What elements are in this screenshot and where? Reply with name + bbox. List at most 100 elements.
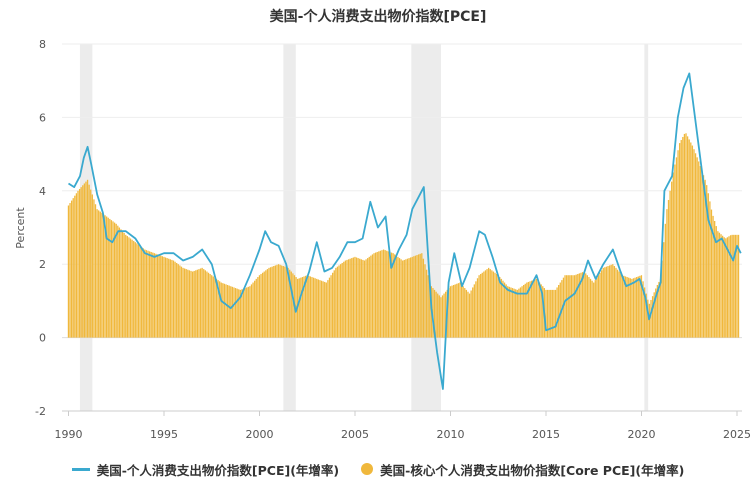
core-pce-bar bbox=[440, 297, 442, 338]
core-pce-bar bbox=[677, 150, 679, 338]
core-pce-bar bbox=[374, 252, 377, 338]
core-pce-bar bbox=[129, 238, 132, 338]
legend-line-swatch bbox=[71, 467, 90, 471]
core-pce-bar bbox=[597, 275, 600, 338]
core-pce-bar bbox=[193, 270, 195, 338]
core-pce-bar bbox=[585, 273, 587, 338]
core-pce-bar bbox=[355, 257, 358, 338]
core-pce-bar bbox=[379, 250, 382, 338]
core-pce-bar bbox=[712, 215, 714, 338]
core-pce-bar bbox=[215, 278, 218, 338]
core-pce-bar bbox=[495, 273, 498, 338]
y-tick-label: 2 bbox=[39, 258, 46, 271]
core-pce-bar bbox=[620, 273, 622, 338]
core-pce-bar bbox=[682, 136, 684, 338]
pce-line-series bbox=[68, 72, 742, 390]
core-pce-bar bbox=[608, 265, 611, 338]
core-pce-bar bbox=[499, 277, 501, 338]
core-pce-bar bbox=[395, 255, 397, 338]
core-pce-bar bbox=[199, 268, 202, 338]
core-pce-bar bbox=[234, 288, 237, 338]
core-pce-bar bbox=[104, 215, 106, 338]
core-pce-bar bbox=[233, 287, 235, 338]
core-pce-bar bbox=[674, 164, 676, 338]
core-pce-bar bbox=[110, 220, 113, 338]
core-pce-bar bbox=[607, 266, 609, 338]
core-pce-bar bbox=[168, 258, 170, 338]
core-pce-bar bbox=[572, 275, 574, 338]
core-pce-bar bbox=[311, 277, 313, 338]
core-pce-bar bbox=[581, 272, 584, 338]
core-pce-bar bbox=[675, 157, 678, 338]
core-pce-bar bbox=[460, 284, 463, 338]
core-pce-bar bbox=[438, 295, 440, 338]
core-pce-bar bbox=[577, 273, 579, 338]
core-pce-bar bbox=[691, 145, 694, 338]
core-pce-bar bbox=[480, 273, 482, 338]
core-pce-bar bbox=[733, 234, 735, 338]
core-pce-bar bbox=[312, 277, 315, 338]
core-pce-bar bbox=[226, 284, 229, 338]
core-pce-bar bbox=[392, 253, 394, 338]
recession-band-4 bbox=[644, 44, 649, 411]
core-pce-bar bbox=[610, 264, 612, 338]
core-pce-bar bbox=[445, 291, 447, 338]
core-pce-bar bbox=[390, 252, 393, 338]
core-pce-bar bbox=[295, 277, 297, 338]
core-pce-bar bbox=[623, 275, 625, 338]
core-pce-bar bbox=[615, 267, 617, 338]
core-pce-bar bbox=[360, 259, 362, 338]
core-pce-bar bbox=[591, 280, 593, 338]
core-pce-bar bbox=[239, 289, 241, 338]
core-pce-bar bbox=[650, 299, 652, 338]
core-pce-bar bbox=[651, 296, 654, 338]
core-pce-bar bbox=[325, 282, 327, 338]
core-pce-bar bbox=[121, 231, 124, 338]
core-pce-bar bbox=[618, 271, 620, 338]
core-pce-bar bbox=[246, 287, 248, 338]
core-pce-bar bbox=[422, 258, 425, 338]
core-pce-bar bbox=[281, 265, 283, 338]
legend-item-pce[interactable]: 美国-个人消费支出物价指数[PCE](年增率) bbox=[71, 460, 340, 479]
core-pce-bar bbox=[468, 293, 471, 338]
core-pce-bar bbox=[137, 244, 140, 338]
core-pce-bar bbox=[481, 272, 483, 338]
core-pce-bar bbox=[351, 258, 353, 338]
legend: 美国-个人消费支出物价指数[PCE](年增率) 美国-核心个人消费支出物价指数[… bbox=[0, 458, 756, 480]
chart-title: 美国-个人消费支出物价指数[PCE] bbox=[270, 8, 487, 25]
core-pce-bar bbox=[190, 270, 192, 338]
core-pce-bar bbox=[473, 284, 475, 338]
core-pce-bar bbox=[451, 285, 453, 338]
core-pce-bar bbox=[680, 140, 682, 338]
core-pce-bar bbox=[405, 259, 407, 338]
core-pce-bar bbox=[737, 234, 740, 338]
core-pce-bar bbox=[349, 258, 351, 338]
core-pce-bar bbox=[728, 236, 730, 338]
core-pce-bar bbox=[701, 170, 703, 338]
core-pce-bar bbox=[413, 256, 415, 338]
core-pce-bar bbox=[570, 275, 573, 338]
core-pce-bar bbox=[250, 284, 253, 338]
core-pce-bar bbox=[573, 275, 576, 338]
core-pce-bar bbox=[715, 226, 717, 338]
core-pce-bar bbox=[432, 288, 434, 338]
core-pce-bar bbox=[414, 255, 417, 338]
core-pce-bar bbox=[548, 289, 550, 338]
core-pce-bar bbox=[368, 256, 370, 338]
y-tick-label: 4 bbox=[39, 185, 46, 198]
core-pce-bar bbox=[718, 232, 721, 338]
core-pce-bar bbox=[540, 284, 542, 338]
core-pce-bar bbox=[486, 269, 488, 338]
core-pce-bar bbox=[320, 280, 323, 338]
core-pce-bar bbox=[241, 289, 243, 338]
core-pce-bar bbox=[346, 259, 348, 338]
core-pce-bar bbox=[317, 279, 319, 338]
core-pce-bar bbox=[475, 281, 477, 338]
core-pce-bar bbox=[502, 280, 504, 338]
core-pce-bar bbox=[88, 184, 90, 338]
core-pce-bar bbox=[534, 279, 536, 338]
legend-label-pce: 美国-个人消费支出物价指数[PCE](年增率) bbox=[96, 462, 340, 478]
legend-item-core-pce[interactable]: 美国-核心个人消费支出物价指数[Core PCE](年增率) bbox=[361, 460, 684, 479]
core-pce-bar bbox=[255, 278, 257, 338]
core-pce-bar bbox=[704, 179, 706, 338]
